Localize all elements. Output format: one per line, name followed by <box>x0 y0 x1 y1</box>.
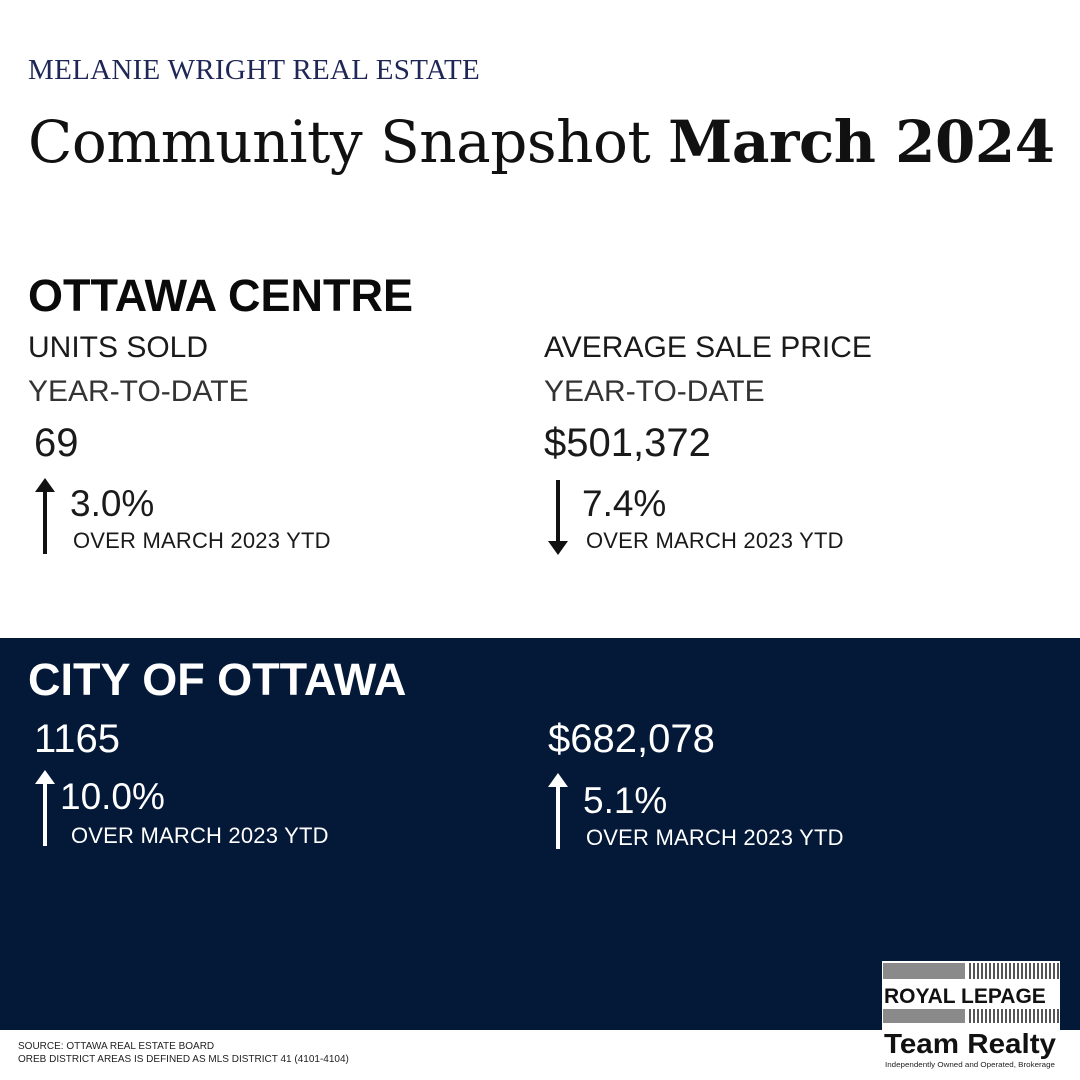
city-price-comparison: OVER MARCH 2023 YTD <box>586 825 844 850</box>
city-units-value: 1165 <box>34 717 121 761</box>
avg-price-comparison: OVER MARCH 2023 YTD <box>586 528 844 553</box>
units-sold-value: 69 <box>34 421 79 465</box>
district-note: OREB DISTRICT AREAS IS DEFINED AS MLS DI… <box>18 1054 349 1065</box>
arrow-up-icon <box>548 773 568 849</box>
source-note: SOURCE: OTTAWA REAL ESTATE BOARD <box>18 1041 215 1052</box>
section-heading-city-of-ottawa: CITY OF OTTAWA <box>28 654 407 705</box>
city-price-value: $682,078 <box>548 717 715 761</box>
avg-price-period: YEAR-TO-DATE <box>544 375 765 408</box>
arrow-up-icon <box>35 478 55 554</box>
logo-tagline: Independently Owned and Operated, Broker… <box>885 1060 1055 1069</box>
units-sold-label: UNITS SOLD <box>28 331 209 364</box>
title-regular: Community Snapshot <box>28 108 669 176</box>
city-price-change: 5.1% <box>583 780 668 821</box>
city-units-comparison: OVER MARCH 2023 YTD <box>71 823 329 848</box>
logo-line1: ROYAL LEPAGE <box>884 985 1046 1008</box>
avg-price-change: 7.4% <box>582 483 667 524</box>
page-title: Community Snapshot March 2024 <box>28 108 1055 176</box>
units-sold-change: 3.0% <box>70 483 155 524</box>
logo-line2: Team Realty <box>884 1028 1056 1059</box>
brand-name: MELANIE WRIGHT REAL ESTATE <box>28 54 480 86</box>
city-units-change: 10.0% <box>60 776 165 817</box>
units-sold-comparison: OVER MARCH 2023 YTD <box>73 528 331 553</box>
avg-price-label: AVERAGE SALE PRICE <box>544 331 872 364</box>
title-bold: March 2024 <box>668 108 1055 176</box>
arrow-up-icon <box>35 770 55 846</box>
royal-lepage-logo: ROYAL LEPAGE Team Realty Independently O… <box>882 961 1060 1073</box>
avg-price-value: $501,372 <box>544 421 711 465</box>
units-sold-period: YEAR-TO-DATE <box>28 375 249 408</box>
arrow-down-icon <box>548 480 568 555</box>
section-heading-ottawa-centre: OTTAWA CENTRE <box>28 270 413 321</box>
